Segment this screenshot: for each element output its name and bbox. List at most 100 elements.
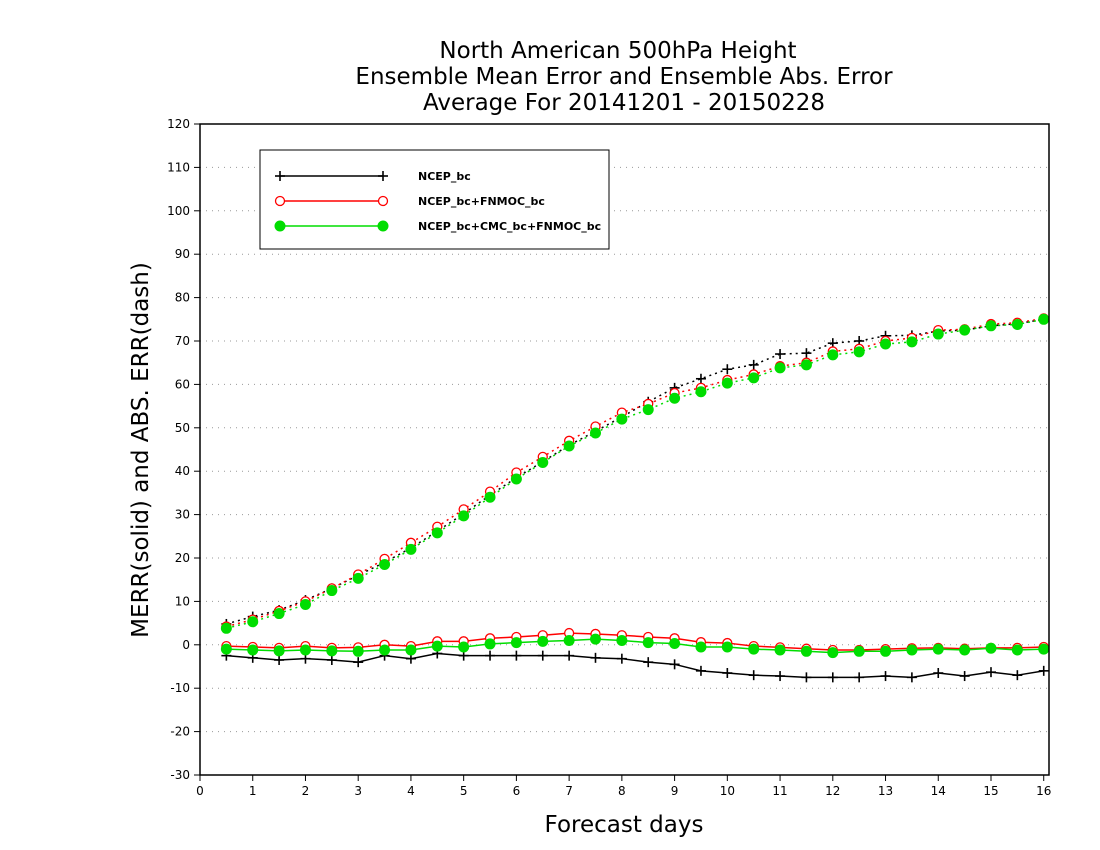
merr-point xyxy=(616,634,628,646)
y-tick-label: -30 xyxy=(170,768,190,782)
abs-err-point xyxy=(1038,313,1050,325)
x-tick-label: 3 xyxy=(354,784,362,798)
merr-point xyxy=(511,650,522,661)
y-tick-label: 70 xyxy=(175,334,190,348)
abs-err-point xyxy=(642,404,654,416)
x-tick-label: 0 xyxy=(196,784,204,798)
merr-point xyxy=(352,645,364,657)
abs-err-point xyxy=(379,559,391,571)
x-axis: 0 1 2 3 4 5 6 7 8 9 10 11 12 13 14 15 16 xyxy=(196,775,1051,798)
plot-frame xyxy=(199,123,1050,776)
merr-point xyxy=(458,641,470,653)
x-tick-label: 6 xyxy=(513,784,521,798)
abs-err-point xyxy=(431,527,443,539)
abs-err-point xyxy=(1011,319,1023,331)
merr-point xyxy=(959,671,970,682)
merr-point xyxy=(695,641,707,653)
legend-marker xyxy=(377,195,389,207)
merr-point xyxy=(853,645,865,657)
merr-point xyxy=(854,672,865,683)
legend-marker xyxy=(377,220,389,232)
merr-point xyxy=(959,644,971,656)
title-line-3: Average For 20141201 - 20150228 xyxy=(423,90,825,116)
merr-point xyxy=(775,671,786,682)
merr-point xyxy=(933,668,944,679)
abs-err-line xyxy=(226,318,1044,630)
y-tick-label: 10 xyxy=(175,594,190,608)
x-tick-label: 2 xyxy=(302,784,310,798)
legend-label: NCEP_bc+FNMOC_bc xyxy=(418,195,545,208)
merr-point xyxy=(326,645,338,657)
x-tick-label: 10 xyxy=(720,784,735,798)
legend-label: NCEP_bc+CMC_bc+FNMOC_bc xyxy=(418,220,601,233)
merr-point xyxy=(827,647,839,659)
merr-point xyxy=(247,644,259,656)
legend-marker xyxy=(274,220,286,232)
abs-err-point xyxy=(800,359,812,371)
abs-err-point xyxy=(853,346,865,358)
abs-err-point xyxy=(273,608,285,620)
x-tick-label: 8 xyxy=(618,784,626,798)
abs-err-point xyxy=(220,622,232,634)
x-tick-label: 15 xyxy=(983,784,998,798)
series-3 xyxy=(220,313,1050,659)
merr-point xyxy=(906,644,918,656)
abs-err-point xyxy=(247,616,259,628)
series-1 xyxy=(221,314,1049,683)
title-line-2: Ensemble Mean Error and Ensemble Abs. Er… xyxy=(355,64,893,90)
merr-point xyxy=(616,653,627,664)
x-tick-label: 9 xyxy=(671,784,679,798)
abs-err-point xyxy=(510,473,522,485)
x-tick-label: 14 xyxy=(931,784,946,798)
abs-err-point xyxy=(589,427,601,439)
legend: NCEP_bc NCEP_bc+FNMOC_bc NCEP_bc+CMC_bc+FN… xyxy=(259,149,610,250)
legend-entry-1: NCEP_bc xyxy=(275,170,471,183)
merr-point xyxy=(880,671,891,682)
y-tick-label: 100 xyxy=(167,204,190,218)
abs-err-point xyxy=(537,457,549,469)
merr-point xyxy=(880,645,892,657)
abs-err-point xyxy=(774,362,786,374)
abs-err-point xyxy=(827,349,839,361)
merr-point xyxy=(906,672,917,683)
legend-entry-3: NCEP_bc+CMC_bc+FNMOC_bc xyxy=(274,220,601,233)
merr-point xyxy=(1012,670,1023,681)
x-tick-label: 13 xyxy=(878,784,893,798)
merr-point xyxy=(1011,644,1023,656)
abs-err-point xyxy=(669,392,681,404)
merr-point xyxy=(273,645,285,657)
series-2 xyxy=(221,313,1049,656)
abs-err-point xyxy=(775,349,786,360)
merr-point xyxy=(722,668,733,679)
abs-err-point xyxy=(801,348,812,359)
y-tick-label: 0 xyxy=(182,638,190,652)
y-tick-label: 110 xyxy=(167,160,190,174)
abs-err-line xyxy=(226,317,1044,628)
merr-point xyxy=(669,637,681,649)
merr-point xyxy=(669,659,680,670)
merr-point xyxy=(220,643,232,655)
merr-point xyxy=(1038,665,1049,676)
y-tick-label: 30 xyxy=(175,508,190,522)
merr-point xyxy=(748,643,760,655)
y-tick-label: 20 xyxy=(175,551,190,565)
y-tick-label: 60 xyxy=(175,377,190,391)
merr-point xyxy=(537,650,548,661)
merr-point xyxy=(748,670,759,681)
abs-err-point xyxy=(932,328,944,340)
merr-point xyxy=(721,641,733,653)
abs-err-point xyxy=(695,373,706,384)
x-tick-label: 16 xyxy=(1036,784,1051,798)
merr-point xyxy=(485,650,496,661)
abs-err-point xyxy=(299,598,311,610)
merr-line xyxy=(226,638,1044,654)
merr-point xyxy=(299,644,311,656)
abs-err-point xyxy=(906,336,918,348)
merr-point xyxy=(353,657,364,668)
merr-point xyxy=(563,634,575,646)
merr-point xyxy=(274,654,285,665)
merr-line xyxy=(226,652,1044,679)
merr-point xyxy=(326,654,337,665)
series-layer xyxy=(220,313,1050,683)
